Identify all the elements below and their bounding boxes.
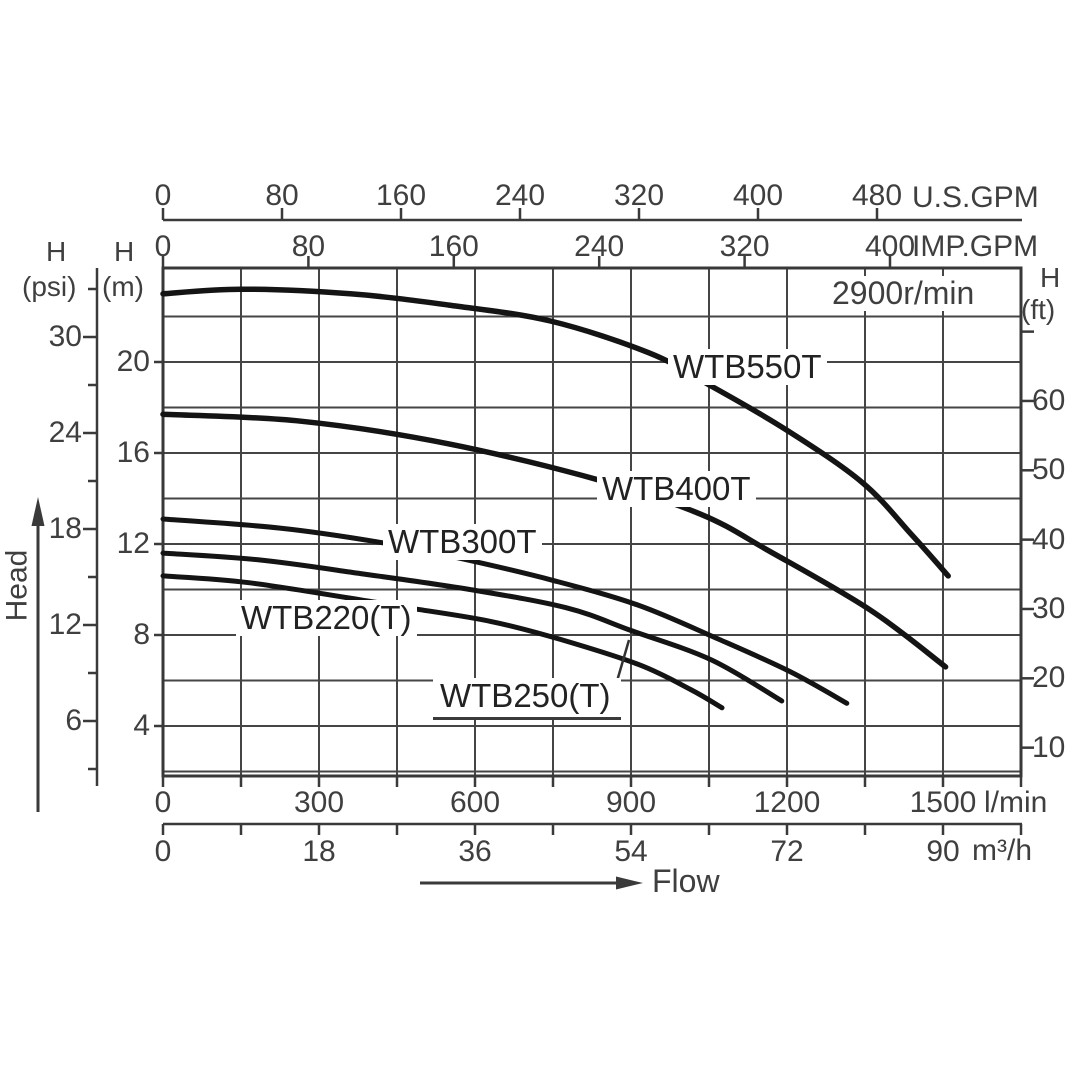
plot-border xyxy=(161,266,1023,778)
head-arrow xyxy=(31,497,45,812)
curve-wtb250t xyxy=(160,550,785,704)
axis-lines-and-ticks xyxy=(83,208,1034,835)
curve-wtb300t xyxy=(160,516,850,706)
wtb250-leader-line xyxy=(606,639,631,713)
curve-wtb220t xyxy=(160,573,725,711)
pump-curves xyxy=(160,286,951,711)
gridlines xyxy=(163,268,1021,776)
flow-arrow xyxy=(420,876,643,890)
curve-wtb550t xyxy=(160,286,951,579)
